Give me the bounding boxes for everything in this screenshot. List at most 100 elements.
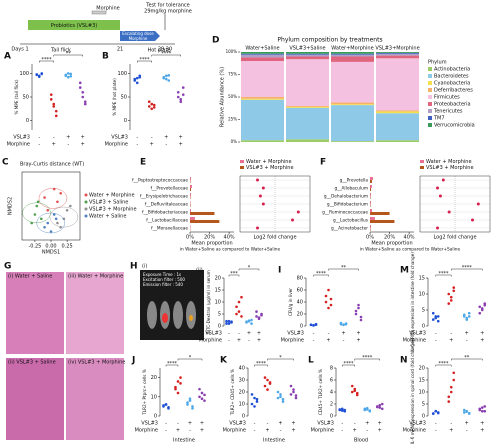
category-label: f__Erysipelotrichaceae [140, 194, 188, 200]
data-point [81, 95, 85, 99]
bar-segment [241, 99, 284, 141]
chart-title: Phylum composition by treatments [277, 37, 382, 44]
data-point [447, 395, 451, 399]
bar-segment [331, 105, 374, 142]
sig-bracket [39, 60, 54, 63]
data-point [339, 321, 343, 325]
bar-segment [241, 97, 284, 99]
histology-image [66, 358, 124, 440]
y-tick-label: 60 [297, 288, 303, 294]
treatment-sign: - [435, 428, 437, 434]
data-point [227, 322, 231, 325]
data-point [452, 286, 456, 289]
data-point [266, 388, 269, 391]
data-point [200, 397, 204, 401]
group-ellipse [49, 206, 79, 228]
data-point [436, 411, 440, 415]
data-point [447, 292, 451, 296]
data-point [276, 396, 280, 400]
data-point [147, 105, 151, 108]
imaging: H (i) Exposure Time : 1s Excitation filt… [130, 262, 204, 340]
treatment-sign: - [228, 338, 230, 344]
data-point [188, 399, 192, 402]
data-point [150, 102, 154, 106]
treatment-sign: + [257, 338, 261, 344]
fold-frame [239, 175, 311, 233]
data-point [83, 100, 87, 104]
data-point [359, 318, 363, 322]
treatment-label: VSL#3 [205, 331, 222, 337]
bar-segment [331, 53, 374, 55]
sig-bracket [267, 358, 294, 361]
data-point [365, 408, 369, 411]
y-tick-label: 40 [239, 366, 245, 372]
y-tick-label: 20 [215, 276, 221, 282]
data-point [64, 74, 68, 78]
treatment-label: VSL#3 [317, 421, 334, 427]
bar [190, 177, 191, 180]
sig-bracket [342, 364, 355, 367]
treatment-label: Morphine [105, 142, 128, 148]
data-point [247, 319, 251, 323]
fold-frame [419, 175, 491, 233]
treatment-sign: - [450, 421, 452, 427]
treatment-sign: - [341, 421, 343, 427]
legend-label: Proteobacteria [434, 102, 471, 108]
legend-swatch [428, 95, 432, 99]
bar-segment [286, 106, 329, 108]
treatment-sign: + [66, 135, 70, 141]
panel-label: N [400, 356, 408, 366]
data-point [434, 316, 438, 320]
data-point [327, 306, 330, 310]
data-point [462, 408, 466, 412]
bar [370, 209, 372, 212]
x-axis-label: Log2 fold change [433, 235, 476, 241]
y-axis-label: Relative Abundance (%) [220, 67, 226, 127]
data-point [314, 323, 318, 327]
sig-label: **** [316, 271, 327, 277]
sig-bracket [177, 358, 203, 361]
bar-segment [331, 56, 374, 62]
treatment-label: VSL#3 [141, 421, 158, 427]
category-label: g__Lactobacillus [333, 218, 369, 224]
legend-label: Water + Morphine [246, 159, 292, 165]
data-point [66, 72, 70, 75]
y-axis-label: IL-6 mRNA expression in spinal cord (fol… [410, 339, 415, 444]
data-point [431, 412, 435, 415]
data-point [200, 391, 204, 395]
treatment-label: VSL#3 [111, 135, 128, 141]
treatment-label: Morphine [403, 428, 426, 434]
data-point [203, 399, 206, 402]
bar [370, 180, 372, 183]
x-axis-label: Intestine [173, 438, 195, 444]
category-label: f__Lactobacillaceae [146, 218, 188, 224]
treatment-sign: + [200, 428, 204, 434]
x-axis-label: Log2 fold change [253, 235, 296, 241]
treatment-sign: - [341, 428, 343, 434]
panel-label: G [4, 262, 11, 272]
data-point [66, 75, 70, 79]
category-label: g__Prevotella [340, 178, 369, 184]
y-tick-label: 20 [419, 366, 425, 372]
sig-label: ** [66, 51, 72, 57]
sig-label: ** [341, 265, 347, 271]
x-tick-label: 0% [186, 235, 194, 241]
legend-label: Tenericutes [433, 109, 463, 115]
treatment-sign: + [465, 331, 469, 337]
fold-point [476, 202, 480, 206]
imaging-text: Exposure Time : 1s [143, 272, 181, 277]
data-point [250, 322, 253, 325]
data-point [40, 72, 44, 76]
y-tick-label: 2 [330, 402, 333, 408]
escalation-arrow [120, 31, 160, 41]
data-point [289, 384, 293, 388]
treatment-sign: - [228, 331, 230, 337]
bar-segment [286, 139, 329, 142]
treatment-sign: - [165, 421, 167, 427]
x-tick-label: 40% [404, 235, 415, 241]
data-point [49, 230, 53, 233]
treatment-sign: + [257, 331, 261, 337]
fold-point [258, 194, 262, 198]
data-point [478, 408, 482, 412]
